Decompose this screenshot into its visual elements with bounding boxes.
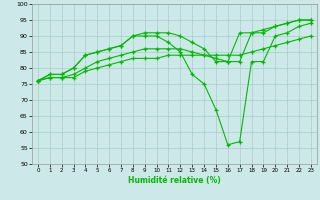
X-axis label: Humidité relative (%): Humidité relative (%): [128, 176, 221, 185]
